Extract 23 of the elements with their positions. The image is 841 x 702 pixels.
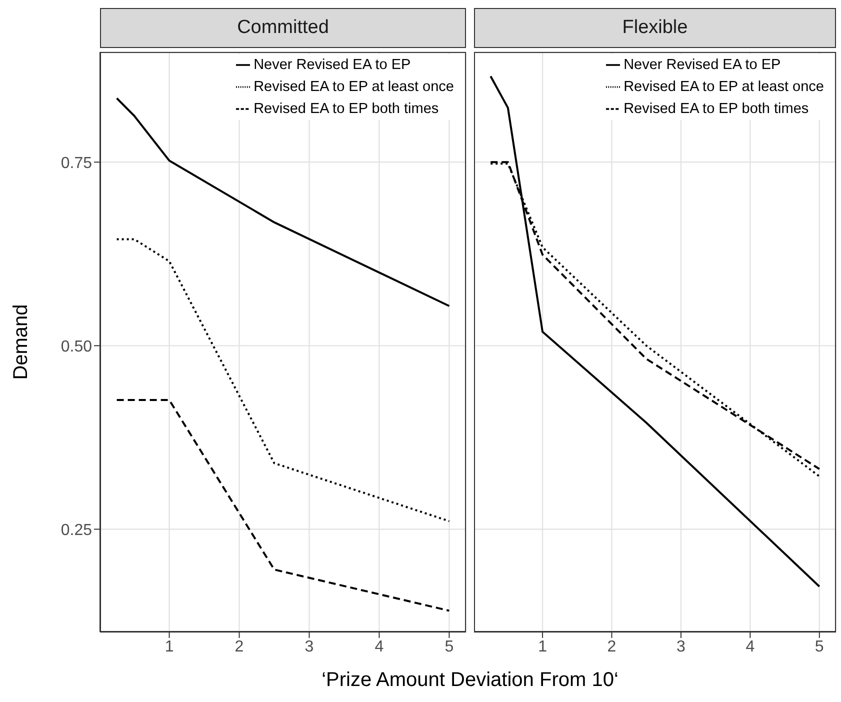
y-axis-title: Demand	[10, 304, 32, 380]
x-tick-label: 3	[304, 638, 314, 656]
x-tick-label: 4	[746, 638, 755, 656]
x-tick-label: 5	[444, 638, 454, 656]
x-tick-label: 2	[607, 638, 616, 656]
legend-label: Revised EA to EP both times	[624, 101, 809, 117]
legend-label: Never Revised EA to EP	[254, 57, 411, 73]
x-tick-label: 4	[374, 638, 384, 656]
chart-title: Flexible	[474, 8, 836, 48]
chart-title: Committed	[100, 8, 466, 48]
x-tick-label: 1	[538, 638, 548, 656]
legend-label: Revised EA to EP at least once	[624, 79, 824, 95]
legend-label: Revised EA to EP at least once	[254, 79, 454, 95]
x-tick-label: 5	[814, 638, 824, 656]
x-tick-label: 3	[676, 638, 686, 656]
legend-label: Revised EA to EP both times	[254, 101, 439, 117]
y-tick-label: 0.75	[60, 154, 92, 172]
x-tick-label: 1	[164, 638, 174, 656]
y-tick-label: 0.25	[60, 522, 92, 539]
x-tick-label: 2	[234, 638, 244, 656]
legend-label: Never Revised EA to EP	[624, 57, 781, 73]
y-tick-label: 0.50	[60, 338, 92, 356]
x-axis-title: ‘Prize Amount Deviation From 10‘	[320, 669, 620, 692]
